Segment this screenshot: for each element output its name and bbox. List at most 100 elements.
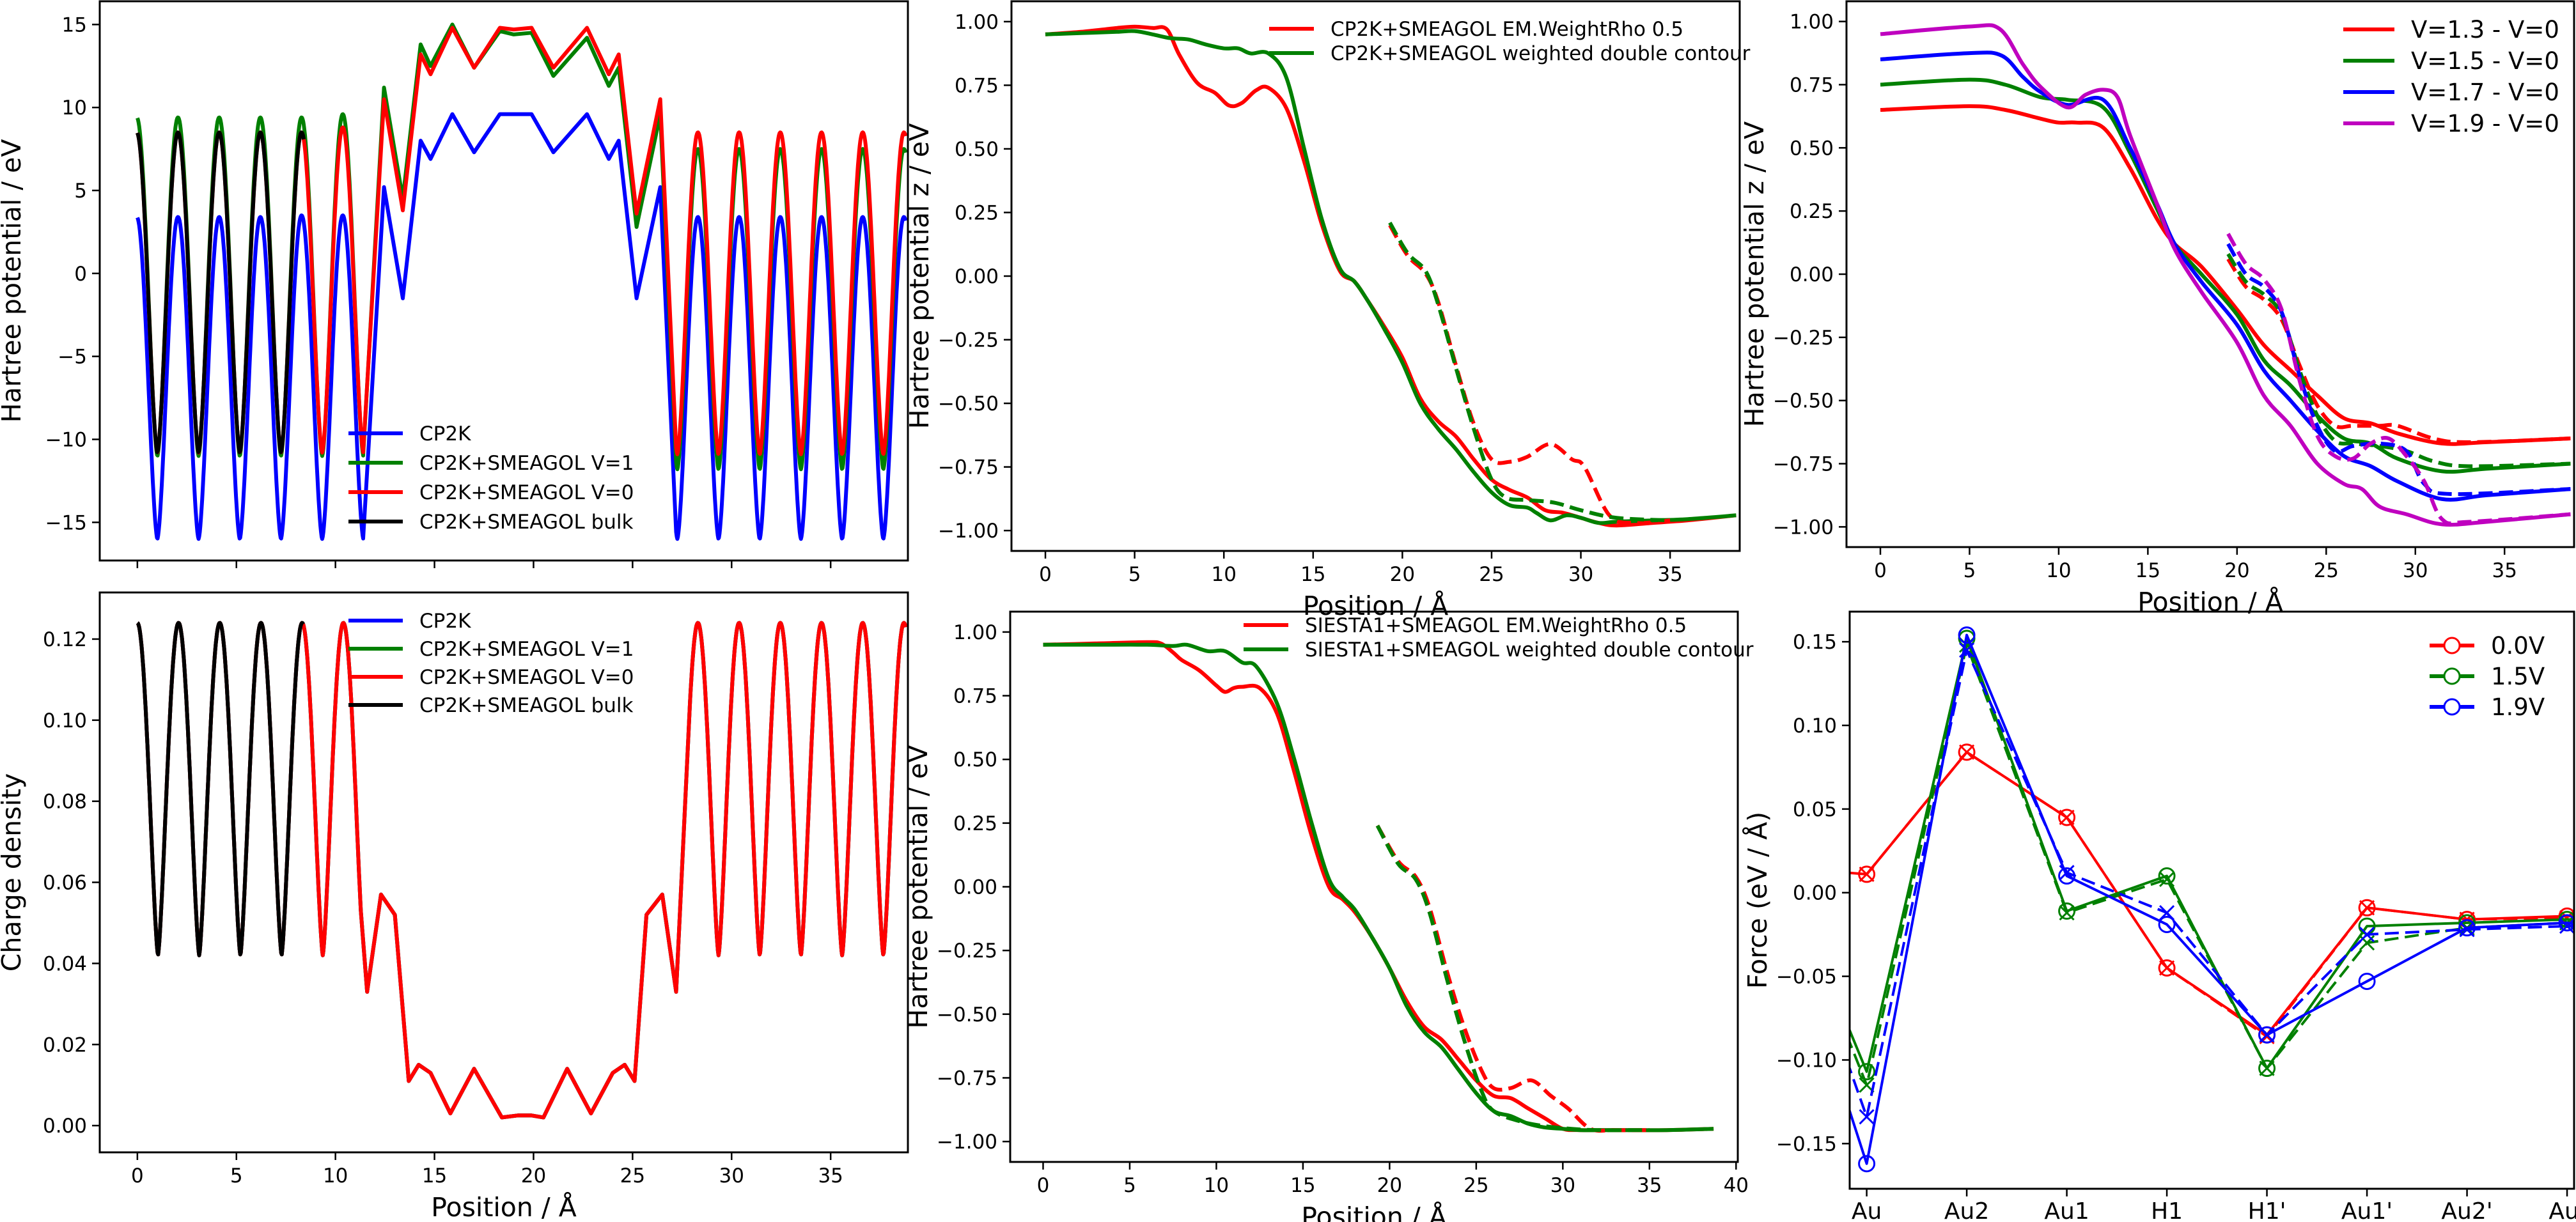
x-tick-label: 20 <box>1377 1174 1402 1197</box>
series-line-1 <box>1043 642 1714 1133</box>
data-point-x <box>1959 744 1975 760</box>
legend-label: 1.5V <box>2491 663 2545 690</box>
data-point-circle <box>1858 1155 1876 1173</box>
x-axis-label: Position / Å <box>1301 1202 1447 1222</box>
legend-label: CP2K+SMEAGOL bulk <box>419 511 634 534</box>
x-tick-label: 10 <box>2046 559 2071 582</box>
x-tick-label: 5 <box>1123 1174 1136 1197</box>
y-tick-label: 0.04 <box>43 952 87 975</box>
x-tick-label: 20 <box>1390 563 1415 586</box>
y-tick-label: 0.00 <box>1793 882 1837 905</box>
x-tick-label: 5 <box>1128 563 1141 586</box>
x-tick-label: 25 <box>2314 559 2339 582</box>
series-line-1 <box>1866 750 2568 1038</box>
series-line-5 <box>1850 649 2574 1118</box>
y-tick-label: 0.00 <box>955 265 999 288</box>
data-point-x <box>2159 871 2175 887</box>
x-tick-label: 35 <box>818 1164 843 1187</box>
x-tick-label: 30 <box>719 1164 744 1187</box>
data-point-x <box>2159 905 2175 921</box>
axes-frame <box>1009 610 1739 1163</box>
data-point-x <box>2059 809 2075 826</box>
data-point-circle <box>2458 919 2476 937</box>
y-tick-label: −0.25 <box>1773 327 1834 350</box>
data-point-x <box>2059 865 2075 881</box>
series-line-3 <box>1375 824 1650 1133</box>
y-tick-label: −0.25 <box>937 940 997 963</box>
data-point-x <box>1959 642 1975 658</box>
y-tick-label: 10 <box>62 97 87 120</box>
data-point-x <box>1859 866 1875 882</box>
x-tick-label: 25 <box>620 1164 645 1187</box>
data-point-circle <box>2258 1060 2276 1078</box>
y-tick-label: 0.02 <box>43 1033 87 1056</box>
plot-area <box>1045 24 1737 528</box>
legend-marker <box>2443 698 2461 716</box>
legend-label: 0.0V <box>2491 632 2545 660</box>
data-point-x <box>2559 918 2574 934</box>
y-tick-label: 0.25 <box>955 201 999 224</box>
y-tick-label: 0.15 <box>1793 631 1837 654</box>
panel-charge-density: 0.00 0.02 0.04 0.06 0.08 0.10 0.12 0 5 10 15 20 25 30… <box>0 591 909 1222</box>
legend: 0.0V 1.5V 1.9V <box>2430 632 2545 721</box>
y-tick-label: 1.00 <box>1790 11 1834 34</box>
series-line-3 <box>1850 644 2574 1087</box>
x-tick-label: 15 <box>1290 1174 1315 1197</box>
x-axis-label: Position / Å <box>431 1192 577 1222</box>
x-tick-label: 0 <box>131 1164 144 1187</box>
panel-forces: −0.15 −0.10 −0.05 0.00 0.05 0.10 0.15 Au Au2 Au1 H… <box>1742 610 2576 1222</box>
data-point-circle <box>2558 914 2574 932</box>
series-line-0 <box>136 112 908 541</box>
x-tick-label: 0 <box>1874 559 1887 582</box>
x-tick-label: 30 <box>2403 559 2428 582</box>
plot-area <box>1880 23 2571 527</box>
x-tick-label: 15 <box>2135 559 2160 582</box>
x-tick-label: 20 <box>521 1164 546 1187</box>
plot-area <box>136 22 908 541</box>
panel-hartree-z-cp2k: −1.00 −0.75 −0.50 −0.25 0.00 0.25 0.50 0.75 1.00… <box>904 0 1751 621</box>
y-tick-label: −0.75 <box>937 1067 997 1090</box>
x-tick-label: H1 <box>2151 1198 2183 1222</box>
legend-label: V=1.9 - V=0 <box>2411 110 2559 137</box>
axes-frame <box>1010 0 1741 552</box>
x-tick-label: 35 <box>2492 559 2517 582</box>
y-tick-label: 0.08 <box>43 791 87 814</box>
series-line-4 <box>1850 633 2574 1165</box>
legend-label: V=1.3 - V=0 <box>2411 16 2559 43</box>
plot-area <box>1850 626 2574 1173</box>
panel-hartree-total: −15 −10 −5 0 5 10 15 Hartree potential / eV CP2K… <box>0 0 909 568</box>
y-tick-label: 0.50 <box>955 138 999 161</box>
series-line-3 <box>1388 221 1671 523</box>
x-tick-label: 5 <box>1963 559 1976 582</box>
y-tick-label: 0.50 <box>1790 137 1834 160</box>
legend: V=1.3 - V=0 V=1.5 - V=0 V=1.7 - V=0 V=1.9 -… <box>2343 16 2559 137</box>
x-tick-label: 10 <box>1211 563 1236 586</box>
legend: CP2K CP2K+SMEAGOL V=1 CP2K+SMEAGOL V=0 CP2K… <box>348 422 634 534</box>
y-tick-label: −1.00 <box>937 1131 997 1154</box>
y-tick-label: −0.75 <box>1773 453 1834 476</box>
legend-label: SIESTA1+SMEAGOL EM.WeightRho 0.5 <box>1305 614 1687 637</box>
data-point-x <box>1859 1109 1875 1125</box>
series-line-1 <box>1045 29 1737 525</box>
series-line-6 <box>2226 243 2571 497</box>
y-tick-label: −15 <box>45 511 87 534</box>
legend-label: CP2K+SMEAGOL weighted double contour <box>1331 42 1751 65</box>
legend-label: CP2K+SMEAGOL EM.WeightRho 0.5 <box>1331 18 1683 41</box>
x-tick-label: 30 <box>1568 563 1593 586</box>
data-point-x <box>2059 905 2075 921</box>
series-line-2 <box>1388 224 1671 525</box>
legend-marker <box>2443 667 2461 685</box>
y-tick-label: 0.25 <box>953 812 997 835</box>
y-tick-label: 0.10 <box>1793 715 1837 738</box>
data-point-circle <box>1858 865 1876 883</box>
legend-label: V=1.5 - V=0 <box>2411 47 2559 75</box>
data-point-circle <box>2158 867 2176 885</box>
y-tick-label: −0.25 <box>938 329 999 352</box>
axes-frame <box>98 0 909 562</box>
y-tick-label: 0.00 <box>953 876 997 899</box>
plot-area <box>136 621 908 1120</box>
y-tick-label: 0 <box>74 263 87 286</box>
y-tick-label: 0.00 <box>43 1115 87 1138</box>
y-tick-label: −1.00 <box>1773 516 1834 539</box>
